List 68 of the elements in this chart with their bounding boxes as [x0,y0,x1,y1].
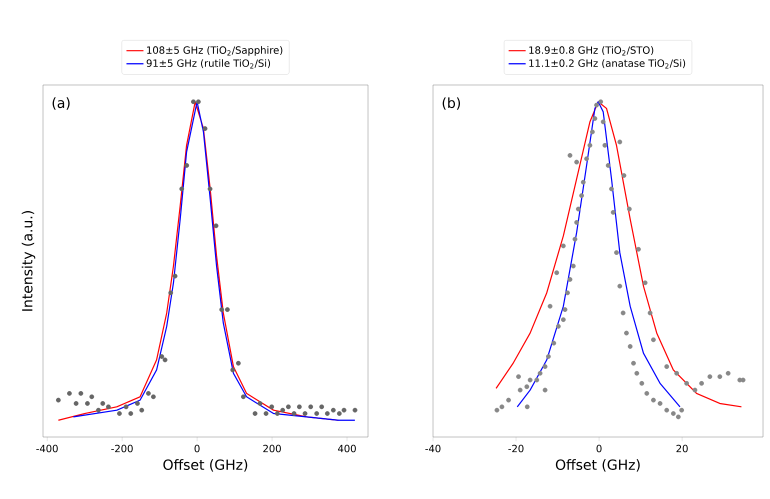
x-tick-label: -20 [508,444,524,452]
point [286,404,291,410]
point [208,186,212,192]
point [196,99,201,104]
point [151,394,156,400]
point [302,411,308,416]
point [296,404,302,410]
point [319,404,324,410]
point [117,411,122,416]
point [78,391,84,396]
x-tick-label: 0 [596,444,602,452]
x-tick-label: -40 [425,444,440,452]
legend-label: 108±5 GHz (TiO$_{2}$/Sapphire) [147,46,282,56]
point [179,186,184,192]
point [314,411,320,416]
legend-label: 18.9±0.8 GHz (TiO$_{2}$/STO) [529,46,654,56]
point [230,368,236,372]
point [168,290,174,296]
point [124,404,128,410]
point [308,404,314,410]
point [172,274,178,278]
point [240,394,246,400]
point [202,126,208,131]
annotation: (a) [52,97,70,110]
point [85,401,90,406]
x-axis-title: Offset (GHz) [556,459,640,472]
point [280,408,286,413]
legend-label: 11.1±0.2 GHz (anatase TiO$_{2}$/Si) [529,59,686,69]
point [274,411,280,416]
x-tick-label: 20 [676,444,688,452]
point [269,404,274,410]
legend-label: 91±5 GHz (rutile TiO$_{2}$/Si) [146,59,270,69]
point [106,404,111,410]
point [100,401,106,406]
point [96,408,101,413]
point [292,411,296,416]
point [184,163,190,168]
point [219,307,224,312]
point [225,307,230,312]
point [135,401,140,406]
y-axis-title: Intensity (a.u.) [22,211,36,311]
point [67,391,72,396]
point [214,223,218,228]
x-tick-label: -200 [111,444,133,452]
point [324,411,330,416]
point [236,360,241,366]
point [252,411,258,416]
point [146,391,151,396]
point [336,411,342,416]
point [258,401,262,406]
point [89,394,94,400]
x-tick-label: 0 [194,444,200,452]
x-tick-label: 400 [338,444,356,452]
point [159,354,164,359]
point [128,411,134,416]
point [264,411,268,416]
x-tick-label: -400 [36,444,58,452]
x-tick-label: 200 [263,444,281,452]
point [191,99,196,104]
point [74,401,78,406]
point [330,408,336,413]
x-axis-title: Offset (GHz) [163,459,248,472]
annotation: (b) [442,97,460,110]
point [139,408,144,413]
point [352,408,358,413]
point [162,358,168,362]
point [56,398,61,403]
point [342,408,346,413]
